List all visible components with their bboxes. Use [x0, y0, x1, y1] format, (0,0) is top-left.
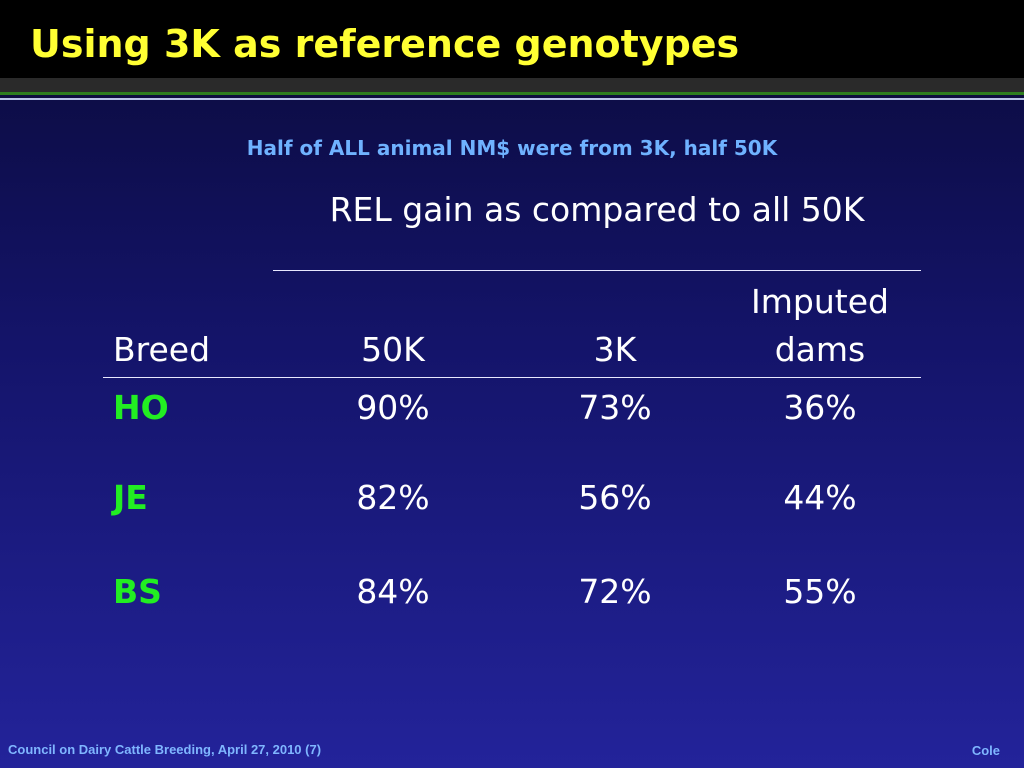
- header-breed: Breed: [113, 330, 211, 369]
- title-bar: Using 3K as reference genotypes: [0, 0, 1024, 78]
- cell-je-50k: 82%: [356, 478, 430, 517]
- title-divider-dark: [0, 78, 1024, 92]
- header-imputed-line2: dams: [774, 330, 866, 369]
- title-divider-green: [0, 92, 1024, 95]
- table-title: REL gain as compared to all 50K: [329, 190, 865, 229]
- header-50k: 50K: [361, 330, 425, 369]
- header-imputed-line1: Imputed: [751, 282, 889, 321]
- table-top-rule: [273, 270, 921, 271]
- cell-ho-3k: 73%: [578, 388, 652, 427]
- title-divider-light: [0, 98, 1024, 100]
- cell-je-imputed: 44%: [783, 478, 857, 517]
- footer-citation: Council on Dairy Cattle Breeding, April …: [8, 742, 322, 757]
- cell-je-3k: 56%: [578, 478, 652, 517]
- cell-bs-50k: 84%: [356, 572, 430, 611]
- cell-bs-imputed: 55%: [783, 572, 857, 611]
- row-breed-je: JE: [113, 478, 148, 517]
- title-divider-navy: [0, 95, 1024, 98]
- cell-bs-3k: 72%: [578, 572, 652, 611]
- header-3k: 3K: [593, 330, 637, 369]
- row-breed-bs: BS: [113, 572, 162, 611]
- slide-title: Using 3K as reference genotypes: [30, 22, 740, 66]
- footer-author: Cole: [971, 743, 1000, 758]
- row-breed-ho: HO: [113, 388, 169, 427]
- cell-ho-imputed: 36%: [783, 388, 857, 427]
- slide-subtitle: Half of ALL animal NM$ were from 3K, hal…: [246, 136, 778, 160]
- table-header-rule: [103, 377, 921, 378]
- cell-ho-50k: 90%: [356, 388, 430, 427]
